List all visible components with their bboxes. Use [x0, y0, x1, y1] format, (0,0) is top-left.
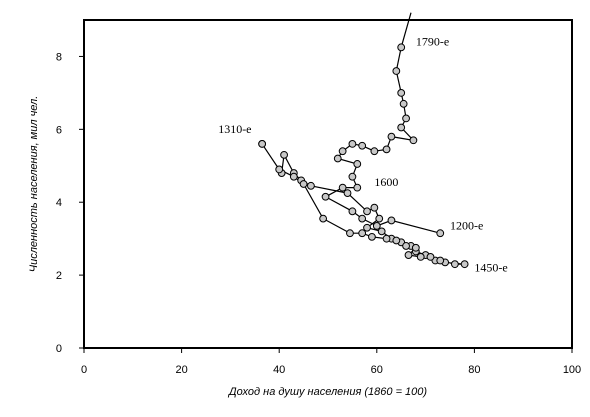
series-lower-line — [261, 143, 465, 265]
plot-frame — [83, 19, 573, 349]
data-point — [375, 214, 384, 223]
data-point — [404, 251, 413, 259]
data-point — [402, 242, 410, 250]
data-point — [358, 229, 367, 238]
x-tick-label: 40 — [273, 364, 285, 376]
data-point — [387, 132, 396, 141]
x-tick-label: 100 — [563, 364, 581, 376]
data-point — [411, 243, 420, 252]
data-point — [333, 154, 342, 163]
data-point — [402, 114, 410, 123]
data-point — [370, 203, 379, 212]
y-tick-label: 4 — [56, 197, 62, 209]
data-point — [319, 214, 328, 223]
y-tick-label: 8 — [56, 51, 62, 63]
data-point — [307, 181, 315, 190]
data-point — [289, 172, 298, 181]
annotations: 1790-е 1310-е 1600 1200-е 1450-е — [218, 35, 508, 275]
annotation-label: 1200-е — [450, 219, 483, 233]
data-point — [392, 236, 401, 245]
data-point — [348, 140, 357, 148]
data-point — [353, 160, 362, 168]
x-axis-ticks: 0 20 40 60 80 100 — [81, 348, 581, 376]
y-tick-label: 2 — [56, 270, 62, 282]
data-point — [346, 229, 354, 238]
data-point — [436, 229, 445, 238]
data-point — [363, 223, 371, 232]
data-point — [275, 165, 284, 174]
annotation-label: 1600 — [374, 175, 398, 189]
data-point — [258, 140, 267, 148]
data-point — [397, 43, 406, 52]
data-point — [363, 207, 371, 216]
data-point — [377, 227, 386, 236]
data-point — [387, 216, 396, 225]
data-point — [368, 232, 376, 241]
data-point — [450, 260, 459, 269]
data-point — [353, 183, 362, 192]
data-point — [321, 192, 330, 201]
data-point — [392, 67, 401, 75]
data-point — [348, 172, 357, 181]
data-point — [409, 136, 418, 145]
data-point — [358, 141, 367, 150]
y-tick-label: 0 — [56, 343, 62, 355]
data-point — [338, 183, 347, 192]
data-point — [343, 189, 352, 198]
data-point — [436, 256, 445, 265]
x-axis-title: Доход на душу населения (1860 = 100) — [227, 386, 427, 398]
data-point — [397, 123, 406, 132]
data-point — [358, 214, 367, 223]
data-point — [416, 252, 425, 261]
data-point — [382, 145, 391, 154]
data-point — [372, 222, 381, 230]
y-tick-label: 6 — [56, 124, 62, 136]
data-point — [397, 88, 406, 97]
annotation-label: 1790-е — [416, 35, 449, 49]
x-tick-label: 0 — [81, 364, 87, 376]
data-point — [338, 147, 347, 156]
data-point — [299, 180, 308, 188]
x-tick-label: 20 — [175, 364, 187, 376]
x-tick-label: 60 — [371, 364, 383, 376]
y-axis-title: Численность населения, мил чел. — [28, 96, 40, 273]
data-point — [382, 234, 391, 243]
data-point — [399, 99, 408, 108]
data-point — [348, 207, 357, 216]
data-point — [460, 260, 469, 269]
data-point — [280, 150, 288, 159]
data-point — [426, 252, 435, 261]
series-markers — [258, 43, 469, 269]
x-tick-label: 80 — [468, 364, 480, 376]
annotation-label: 1450-е — [474, 260, 507, 274]
annotation-label: 1310-е — [218, 122, 251, 136]
data-point — [370, 147, 379, 156]
y-axis-ticks: 0 2 4 6 8 — [56, 51, 84, 355]
